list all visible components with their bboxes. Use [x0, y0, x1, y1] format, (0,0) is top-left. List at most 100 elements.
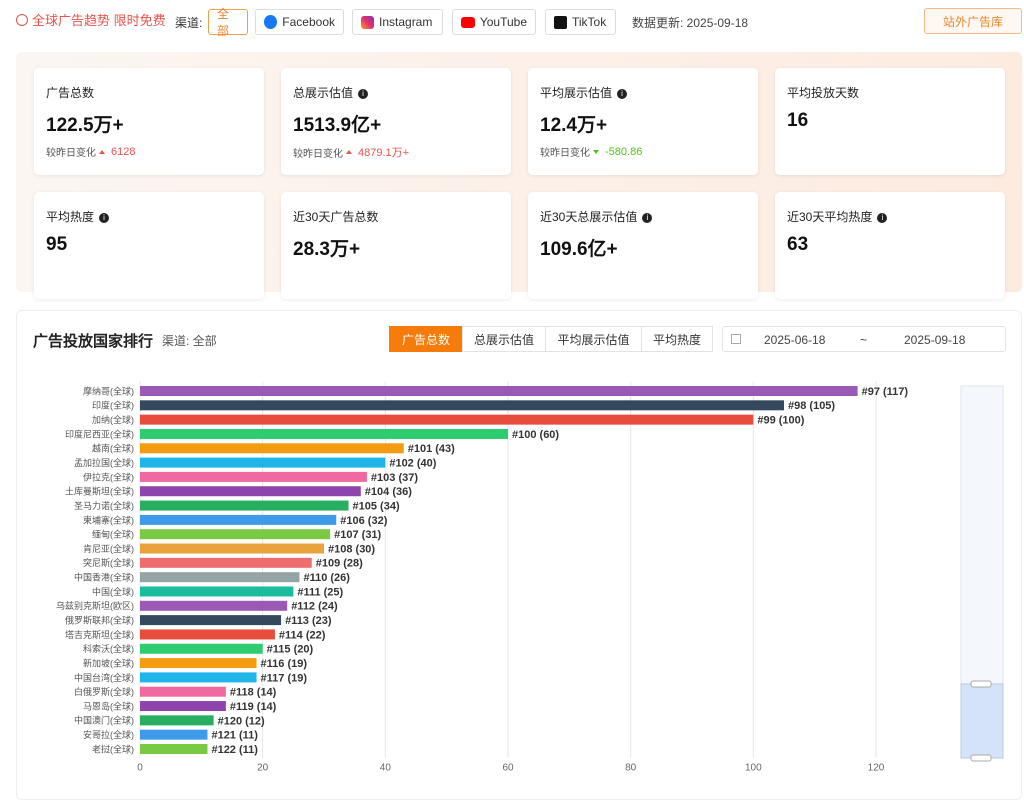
bar — [140, 615, 282, 626]
bar — [140, 744, 208, 754]
x-tick-label: 0 — [137, 763, 143, 774]
bar-value-label: #112 (24) — [291, 601, 338, 613]
channel-button[interactable]: 全部 — [208, 7, 248, 38]
date-range[interactable]: 2025-06-18 ~ 2025-09-18 — [722, 326, 1006, 352]
y-tick-label: 乌兹别克斯坦(欧区) — [56, 600, 134, 611]
stat-card: 广告总数 122.5万+ 较昨日变化 6128 — [34, 68, 264, 175]
bar-value-label: #108 (30) — [328, 543, 375, 555]
y-tick-label: 中国(全球) — [92, 586, 134, 597]
card-label-text: 近30天广告总数 — [293, 210, 379, 224]
card-label-text: 平均展示估值 — [540, 86, 613, 100]
bar — [140, 586, 294, 597]
channel-text: YouTube — [479, 15, 527, 29]
bar — [140, 471, 367, 482]
bar-value-label: #116 (19) — [261, 658, 308, 670]
stat-card: 平均展示估值 i 12.4万+ 较昨日变化 -580.86 — [528, 68, 758, 175]
info-icon: i — [617, 89, 628, 99]
bar — [140, 386, 858, 396]
bar-value-label: #110 (26) — [303, 572, 350, 584]
card-change: 较昨日变化 6128 — [46, 144, 135, 160]
y-tick-label: 缅甸(全球) — [92, 529, 134, 540]
title-text: 全球广告趋势 限时免费 — [32, 13, 166, 28]
ranking-channel: 渠道: 全部 — [162, 334, 217, 348]
info-icon: i — [99, 213, 110, 223]
channel-button[interactable]: Instagram — [352, 9, 443, 35]
change-value: 4879.1万+ — [358, 147, 410, 159]
metric-tab[interactable]: 总展示估值 — [462, 326, 546, 352]
ad-library-button[interactable]: 站外广告库 — [924, 8, 1022, 34]
stat-card: 近30天广告总数 28.3万+ — [281, 192, 511, 299]
y-tick-label: 圣马力诺(全球) — [74, 500, 134, 511]
x-tick-label: 60 — [502, 763, 514, 774]
change-arrow — [99, 149, 105, 154]
scroller-window[interactable] — [960, 683, 1004, 759]
bar-value-label: #119 (14) — [230, 701, 277, 713]
stat-card: 平均投放天数 16 — [775, 68, 1005, 175]
card-value: 95 — [46, 234, 68, 255]
bar — [140, 600, 288, 611]
bar-value-label: #100 (60) — [512, 429, 559, 441]
bar-value-label: #99 (100) — [757, 415, 804, 427]
page-title: 全球广告趋势 限时免费 — [16, 10, 166, 29]
bar — [140, 715, 214, 726]
bar — [140, 400, 784, 411]
x-tick-label: 40 — [380, 763, 392, 774]
card-label-text: 广告总数 — [46, 86, 95, 100]
card-label: 近30天总展示估值 i — [540, 208, 653, 225]
stat-card: 近30天平均热度 i 63 — [775, 192, 1005, 299]
bar — [140, 686, 226, 697]
y-tick-label: 孟加拉国(全球) — [74, 457, 134, 468]
bar — [140, 658, 257, 669]
y-tick-label: 老挝(全球) — [92, 743, 134, 754]
change-label: 较昨日变化 — [46, 148, 96, 159]
card-change: 较昨日变化 4879.1万+ — [293, 144, 409, 160]
bar-value-label: #103 (37) — [371, 472, 418, 484]
stat-card: 总展示估值 i 1513.9亿+ 较昨日变化 4879.1万+ — [281, 68, 511, 175]
y-tick-label: 土库曼斯坦(全球) — [65, 486, 134, 497]
y-tick-label: 肯尼亚(全球) — [83, 543, 134, 554]
info-icon: i — [877, 213, 888, 223]
card-label: 平均投放天数 — [787, 84, 859, 101]
y-tick-label: 中国澳门(全球) — [74, 715, 134, 726]
card-value: 16 — [787, 110, 809, 131]
date-end: 2025-09-18 — [904, 333, 966, 347]
y-tick-label: 白俄罗斯(全球) — [74, 686, 134, 697]
bar — [140, 672, 257, 683]
bar-value-label: #107 (31) — [334, 529, 381, 541]
bar — [140, 443, 404, 454]
card-value: 109.6亿+ — [540, 239, 618, 260]
bar-value-label: #121 (11) — [211, 730, 258, 742]
update-date: 数据更新: 2025-09-18 — [632, 16, 749, 30]
card-label-text: 平均热度 — [46, 210, 95, 224]
y-tick-label: 新加坡(全球) — [83, 657, 134, 668]
bar — [140, 500, 349, 511]
channel-button[interactable]: Facebook — [255, 9, 344, 35]
channel-button[interactable]: YouTube — [452, 9, 536, 35]
y-tick-label: 中国香港(全球) — [74, 572, 134, 583]
x-tick-label: 20 — [257, 763, 269, 774]
x-tick-label: 120 — [868, 763, 885, 774]
channel-button[interactable]: TikTok — [545, 9, 616, 35]
bar — [140, 729, 208, 740]
info-icon: i — [358, 89, 369, 99]
change-label: 较昨日变化 — [540, 148, 590, 159]
y-tick-label: 柬埔寨(全球) — [83, 514, 134, 525]
metric-tab[interactable]: 广告总数 — [389, 326, 463, 352]
info-icon: i — [642, 213, 653, 223]
card-label: 近30天广告总数 — [293, 208, 378, 225]
bar-value-label: #114 (22) — [279, 629, 326, 641]
bar-value-label: #120 (12) — [218, 715, 265, 727]
date-separator: ~ — [860, 333, 868, 347]
y-tick-label: 马恩岛(全球) — [83, 700, 134, 711]
bar-value-label: #102 (40) — [389, 458, 436, 470]
metric-tab[interactable]: 平均展示估值 — [545, 326, 642, 352]
bar — [140, 629, 275, 640]
calendar-icon — [731, 334, 741, 344]
scroller-handle[interactable] — [970, 754, 992, 762]
y-tick-label: 摩纳哥(全球) — [83, 385, 134, 396]
scroller-handle[interactable] — [970, 680, 992, 688]
bar — [140, 414, 754, 425]
bar-value-label: #111 (25) — [297, 586, 343, 598]
metric-tab[interactable]: 平均热度 — [641, 326, 713, 352]
